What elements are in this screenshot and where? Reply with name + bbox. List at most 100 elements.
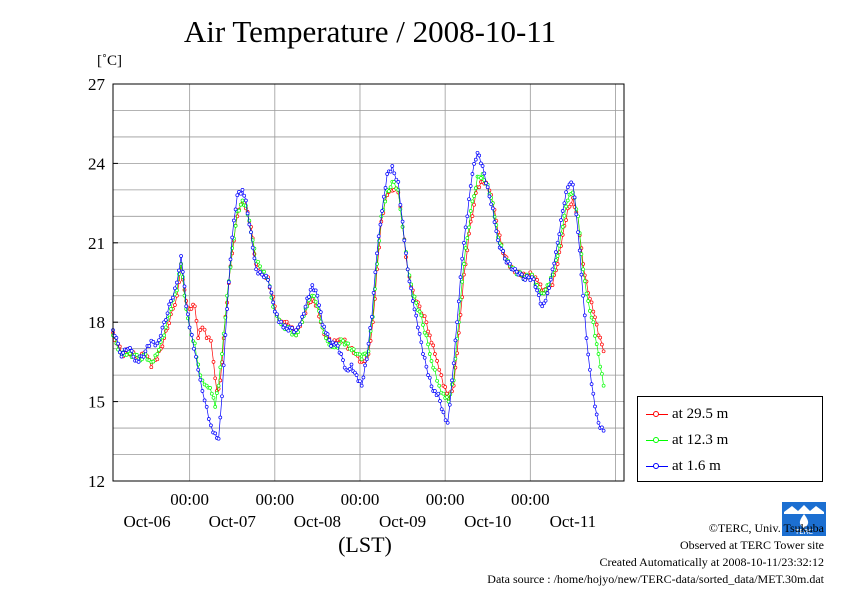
data-point [315, 293, 320, 298]
data-point [163, 318, 168, 322]
data-point [387, 189, 391, 193]
data-point [368, 326, 373, 330]
data-point [543, 287, 548, 292]
data-point [379, 219, 384, 224]
x-tick-time-label: 00:00 [426, 490, 465, 509]
data-point [472, 202, 476, 207]
data-point [600, 371, 604, 376]
data-point [472, 162, 476, 166]
data-point [296, 325, 300, 330]
data-point [294, 333, 298, 338]
data-point [244, 198, 248, 203]
data-point [375, 251, 379, 256]
data-point [237, 208, 241, 213]
data-point [157, 338, 161, 343]
data-point [298, 322, 302, 327]
y-tick-label: 27 [88, 75, 106, 94]
data-point [202, 398, 207, 403]
data-point [250, 245, 255, 250]
data-point [451, 361, 456, 366]
data-point [358, 379, 362, 384]
data-point [426, 373, 430, 377]
data-point [424, 364, 429, 369]
data-point [472, 194, 476, 198]
data-point [180, 270, 185, 274]
data-point [335, 343, 340, 348]
data-point [179, 254, 183, 258]
data-point [192, 346, 196, 351]
data-point [445, 395, 449, 399]
data-point [584, 291, 589, 296]
data-point [433, 367, 437, 372]
data-point [569, 202, 574, 207]
y-tick-label: 15 [88, 393, 105, 412]
data-point [559, 218, 563, 222]
data-point [460, 279, 465, 284]
data-point [574, 207, 579, 212]
x-tick-date-label: Oct-08 [294, 512, 341, 531]
data-point [260, 272, 264, 277]
data-point [429, 384, 434, 389]
data-point [445, 420, 450, 425]
data-point [502, 256, 507, 261]
data-point [189, 307, 194, 311]
data-point [173, 303, 177, 307]
data-point [373, 270, 378, 275]
data-point [501, 249, 505, 253]
x-tick-date-label: Oct-10 [464, 512, 511, 531]
data-point [441, 410, 446, 415]
data-point [361, 375, 366, 380]
data-point [258, 264, 262, 269]
data-point [601, 383, 606, 388]
data-point [465, 236, 470, 240]
data-point [593, 404, 597, 409]
data-point [175, 280, 179, 285]
data-point [473, 157, 478, 162]
data-point [209, 423, 213, 428]
data-point [589, 300, 594, 305]
data-point [577, 248, 582, 253]
data-point [586, 299, 591, 303]
data-point [447, 402, 452, 407]
data-point [392, 180, 396, 184]
data-point [462, 262, 466, 266]
grid [113, 84, 624, 481]
data-point [271, 300, 275, 305]
data-point [177, 268, 181, 273]
legend-label: at 29.5 m [672, 406, 729, 422]
data-point [218, 415, 223, 420]
legend-item-1-6m: at 1.6 m [646, 456, 721, 476]
data-point [414, 301, 419, 305]
data-point [216, 383, 221, 388]
data-point [424, 333, 429, 338]
data-point [160, 325, 165, 330]
x-tick-time-label: 00:00 [170, 490, 209, 509]
data-point [565, 185, 570, 190]
data-point [531, 277, 536, 282]
data-point [264, 273, 268, 278]
data-point [417, 309, 422, 314]
data-point [221, 363, 226, 368]
data-point [272, 309, 277, 314]
data-point [218, 365, 223, 370]
data-point [341, 358, 345, 362]
data-point [216, 436, 221, 441]
data-point [547, 286, 551, 290]
terc-logo: TERC [782, 502, 826, 536]
data-point [490, 206, 495, 211]
data-point [329, 344, 333, 348]
data-point [427, 333, 432, 338]
data-point [209, 338, 213, 343]
data-point [173, 286, 177, 291]
data-point [601, 428, 606, 433]
logo-text: TERC [794, 528, 813, 536]
data-point [479, 176, 483, 180]
data-point [388, 169, 393, 174]
data-point [269, 290, 274, 295]
data-point [187, 325, 192, 330]
data-point [591, 309, 596, 314]
data-point [479, 161, 483, 166]
data-point [410, 299, 415, 303]
data-point [380, 209, 384, 213]
